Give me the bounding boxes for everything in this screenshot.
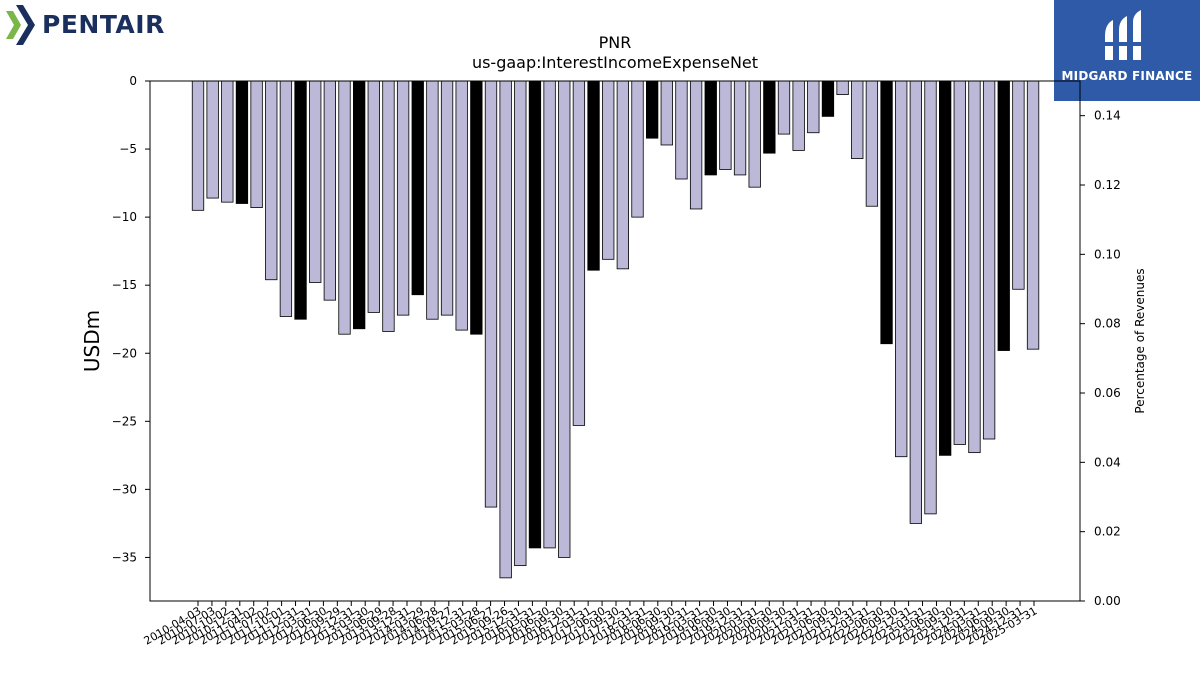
bar — [191, 80, 205, 211]
chart-title: PNR — [599, 33, 632, 52]
bar — [924, 80, 937, 515]
bar — [982, 80, 996, 440]
y-tick-label: −5 — [119, 142, 137, 156]
bar — [1012, 80, 1025, 290]
y-axis-label: USDm — [80, 310, 104, 372]
bar — [997, 80, 1010, 351]
bars-group — [191, 80, 1040, 579]
bar — [733, 80, 747, 176]
y-right-tick-label: 0.04 — [1094, 455, 1121, 469]
bar — [235, 80, 249, 204]
bar — [514, 80, 527, 567]
plot-frame — [149, 80, 1081, 602]
bar — [851, 80, 864, 159]
bar — [206, 80, 219, 199]
bar — [411, 80, 424, 296]
y-right-tick-label: 0.00 — [1094, 594, 1121, 608]
bar — [279, 80, 293, 317]
bar — [792, 80, 805, 151]
bar — [250, 80, 263, 208]
y-right-tick-label: 0.06 — [1094, 386, 1121, 400]
y-ticks-right: 0.00 0.02 0.04 0.06 0.08 0.10 0.12 0.14 — [1080, 109, 1121, 608]
bar — [1026, 80, 1040, 350]
bar — [221, 80, 234, 203]
bar — [689, 80, 703, 210]
y-right-tick-label: 0.08 — [1094, 317, 1121, 331]
y-axis-right-label: Percentage of Revenues — [1133, 268, 1147, 413]
bar — [338, 80, 351, 335]
bar — [499, 80, 512, 579]
bar — [294, 80, 307, 320]
bar — [426, 80, 439, 320]
bar — [470, 80, 483, 335]
bar — [646, 80, 659, 139]
bar — [748, 80, 761, 188]
bar — [455, 80, 468, 331]
bar — [836, 80, 849, 96]
y-tick-label: −15 — [112, 278, 137, 292]
bar — [572, 80, 586, 426]
midgard-finance-logo: MIDGARD FINANCE — [1054, 0, 1200, 101]
y-right-tick-label: 0.02 — [1094, 525, 1121, 539]
bar — [543, 80, 556, 549]
y-tick-label: −20 — [112, 346, 137, 360]
y-right-tick-label: 0.14 — [1094, 109, 1121, 123]
pentair-logo: PENTAIR — [4, 4, 174, 46]
bar — [968, 80, 981, 454]
y-right-tick-label: 0.10 — [1094, 247, 1121, 261]
bar — [587, 80, 600, 271]
bar — [528, 80, 542, 549]
y-tick-label: −25 — [112, 414, 137, 428]
bar — [704, 80, 717, 176]
bar — [309, 80, 322, 283]
bar — [382, 80, 395, 332]
bar — [367, 80, 380, 313]
bar — [719, 80, 732, 170]
y-tick-label: −35 — [112, 550, 137, 564]
bar — [660, 80, 673, 146]
bar — [558, 80, 571, 558]
bar — [807, 80, 820, 134]
bar — [616, 80, 629, 270]
bar — [323, 80, 337, 301]
bar — [939, 80, 952, 456]
y-right-tick-label: 0.12 — [1094, 178, 1121, 192]
bar — [953, 80, 966, 445]
bar — [880, 80, 893, 345]
pentair-chevron-icon — [6, 5, 35, 45]
bar — [821, 80, 835, 117]
bar — [265, 80, 278, 281]
y-ticks-left: 0 −5 −10 −15 −20 −25 −30 −35 — [112, 74, 150, 564]
bar — [631, 80, 644, 218]
bar — [763, 80, 776, 154]
bar — [865, 80, 879, 207]
bar — [909, 80, 922, 524]
bar — [777, 80, 791, 135]
chart-subtitle: us-gaap:InterestIncomeExpenseNet — [472, 53, 758, 72]
x-ticks: 2010-04-032010-07-032010-10-022010-12-31… — [142, 601, 1040, 648]
pentair-logo-text: PENTAIR — [42, 10, 165, 39]
y-tick-label: −30 — [112, 482, 137, 496]
midgard-emblem-icon — [1103, 10, 1143, 60]
bar — [602, 80, 615, 260]
bar — [352, 80, 366, 330]
bar — [396, 80, 410, 316]
bar — [895, 80, 908, 458]
bar — [675, 80, 688, 180]
bar — [484, 80, 498, 508]
midgard-logo-text: MIDGARD FINANCE — [1061, 69, 1193, 83]
y-tick-label: −10 — [112, 210, 137, 224]
y-tick-label: 0 — [129, 74, 137, 88]
bar — [440, 80, 454, 316]
